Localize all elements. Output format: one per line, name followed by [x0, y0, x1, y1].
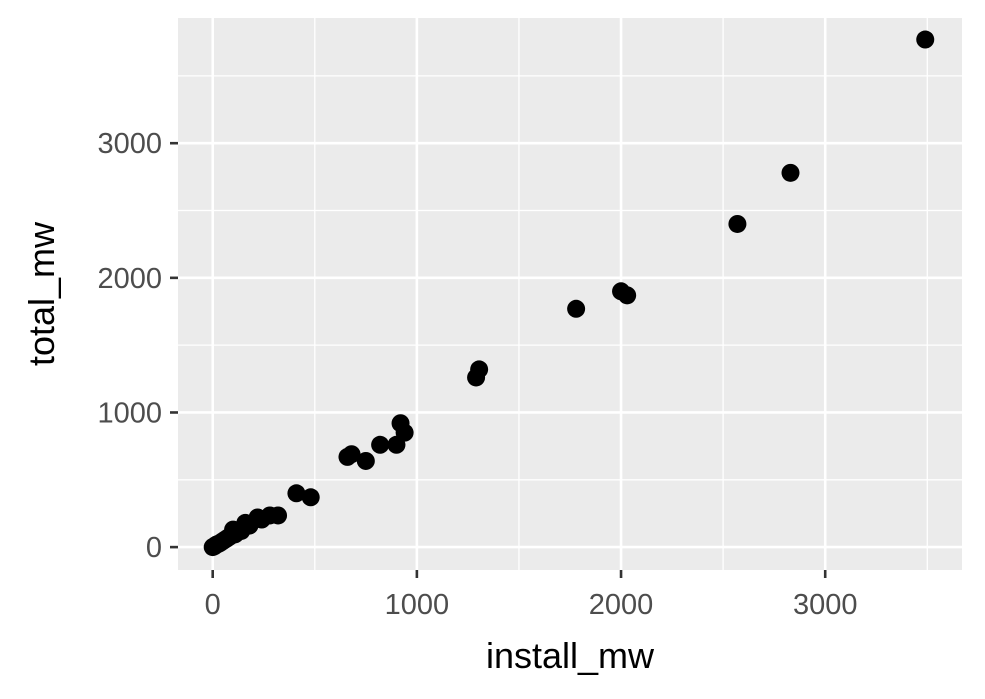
x-tick-label: 0 [205, 589, 221, 621]
data-points [203, 30, 935, 557]
data-point [287, 484, 306, 503]
y-tick-label: 2000 [97, 263, 162, 295]
data-point [470, 360, 489, 379]
minor-gridlines [178, 18, 962, 570]
data-point [301, 488, 320, 507]
data-point [371, 435, 390, 454]
data-point [728, 214, 747, 233]
x-tick-label: 1000 [385, 589, 450, 621]
data-point [356, 451, 375, 470]
x-axis-ticks: 0 1000 2000 3000 [205, 570, 858, 621]
x-axis-title: install_mw [486, 635, 655, 676]
data-point [618, 286, 637, 305]
data-point [342, 445, 361, 464]
data-point [269, 506, 288, 525]
data-point [395, 423, 414, 442]
y-tick-label: 0 [146, 532, 162, 564]
data-point [916, 30, 935, 49]
y-tick-label: 1000 [97, 397, 162, 429]
x-tick-label: 2000 [589, 589, 654, 621]
y-axis-title: total_mw [21, 221, 62, 366]
data-point [567, 299, 586, 318]
x-tick-label: 3000 [793, 589, 858, 621]
y-tick-label: 3000 [97, 128, 162, 160]
plot-panel [178, 18, 962, 570]
y-axis-ticks: 0 1000 2000 3000 [97, 128, 178, 564]
data-point [781, 163, 800, 182]
